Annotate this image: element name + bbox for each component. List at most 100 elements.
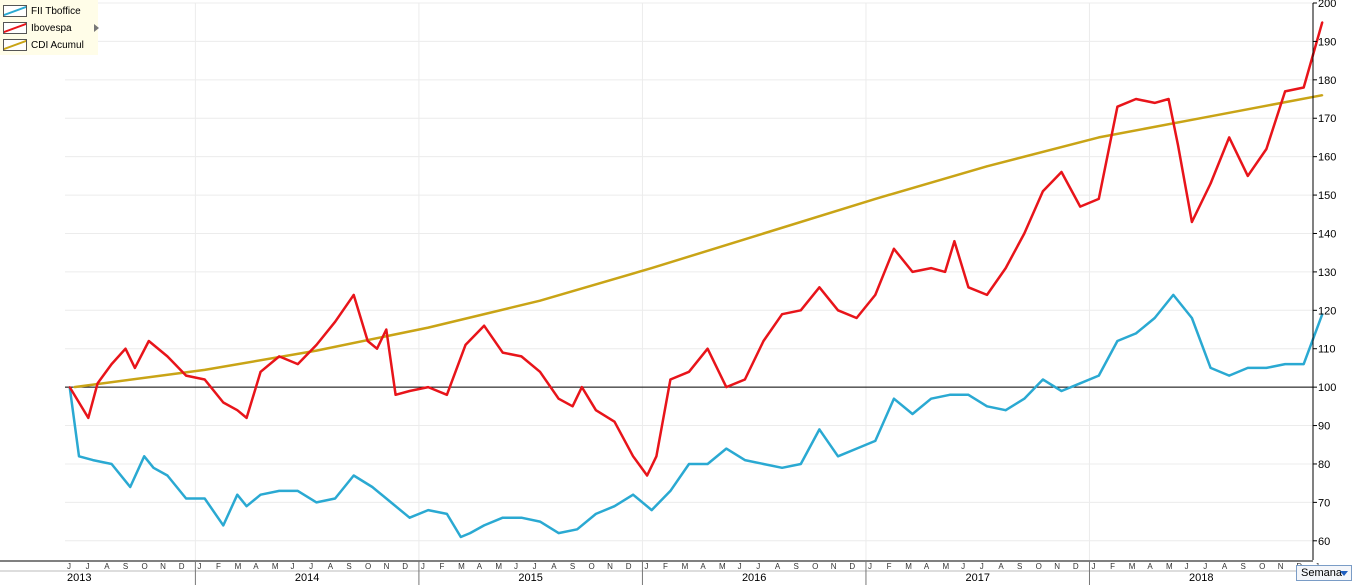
month-tick-label: N (1054, 562, 1060, 571)
data-point (376, 347, 378, 350)
legend-label: Ibovespa (31, 22, 72, 34)
data-point (1190, 317, 1193, 319)
y-tick-label: 70 (1318, 497, 1330, 509)
y-tick-label: 170 (1318, 113, 1336, 125)
data-point (394, 393, 397, 396)
series-line (74, 93, 1323, 389)
data-point (1246, 366, 1249, 369)
data-point (706, 347, 709, 350)
month-tick-label: N (1278, 562, 1284, 571)
data-point (91, 459, 94, 462)
data-point (152, 466, 155, 469)
data-point (557, 532, 560, 535)
data-point (743, 378, 746, 381)
legend-item-ibovespa[interactable]: Ibovespa (3, 20, 72, 36)
month-tick-label: A (924, 562, 930, 571)
data-point (185, 374, 188, 377)
y-tick-label: 120 (1318, 305, 1336, 317)
data-point (632, 455, 635, 458)
month-tick-label: M (905, 562, 912, 571)
data-point (501, 516, 504, 519)
data-point (1023, 397, 1026, 400)
y-tick-label: 80 (1318, 459, 1330, 471)
legend-item-cdi-acumul[interactable]: CDI Acumul (3, 37, 84, 53)
month-tick-label: A (477, 562, 483, 571)
data-point (222, 401, 225, 404)
data-point (1284, 90, 1287, 93)
expand-arrow-icon[interactable] (94, 24, 99, 32)
month-tick-label: J (309, 562, 313, 571)
month-tick-label: A (253, 562, 259, 571)
y-tick-label: 180 (1318, 75, 1336, 87)
data-point (580, 386, 583, 389)
month-tick-label: A (1147, 562, 1153, 571)
month-tick-label: F (1110, 562, 1115, 571)
month-tick-label: J (1185, 562, 1189, 571)
data-point (557, 397, 560, 400)
data-point (818, 286, 821, 289)
data-point (459, 536, 462, 538)
month-tick-label: M (1129, 562, 1136, 571)
data-point (1079, 382, 1082, 385)
month-tick-label: J (514, 562, 518, 571)
data-point (203, 368, 206, 371)
data-point (124, 347, 127, 350)
data-point (1265, 366, 1268, 369)
data-point (1321, 94, 1324, 97)
month-tick-label: J (86, 562, 90, 571)
month-tick-label: S (793, 562, 798, 571)
data-point (576, 528, 579, 531)
data-point (762, 340, 765, 342)
data-point (874, 439, 877, 442)
data-point (334, 497, 337, 500)
data-point (203, 497, 206, 500)
month-tick-label: D (626, 562, 632, 571)
data-point (818, 428, 821, 431)
month-tick-label: F (887, 562, 892, 571)
data-point (166, 355, 169, 358)
month-tick-label: M (495, 562, 502, 571)
data-point (594, 409, 597, 412)
data-point (366, 340, 369, 342)
month-tick-label: J (533, 562, 537, 571)
chevron-down-icon (1340, 571, 1348, 576)
period-select[interactable]: Semana (1296, 565, 1352, 581)
data-point (1153, 101, 1156, 104)
data-point (483, 324, 486, 327)
data-point (501, 351, 504, 354)
data-point (1116, 340, 1119, 342)
data-point (87, 416, 90, 419)
legend-item-fii-tboffice[interactable]: FII Tboffice (3, 3, 81, 19)
legend-label: CDI Acumul (31, 39, 84, 51)
month-tick-label: A (1222, 562, 1228, 571)
data-point (646, 474, 649, 477)
data-point (650, 267, 653, 270)
data-point (930, 267, 933, 270)
month-tick-label: A (775, 562, 781, 571)
legend: FII Tboffice Ibovespa CDI Acumul (0, 0, 99, 55)
data-point (986, 165, 988, 168)
month-tick-label: J (868, 562, 872, 571)
data-point (781, 466, 784, 469)
data-point (613, 505, 616, 508)
data-point (1228, 136, 1231, 139)
data-point (539, 299, 541, 302)
data-point (1190, 221, 1193, 223)
data-point (986, 293, 988, 296)
data-point (236, 409, 239, 412)
data-point (1209, 115, 1212, 118)
data-point (539, 370, 541, 373)
data-point (520, 516, 523, 519)
data-point (986, 405, 988, 408)
data-point (799, 309, 802, 312)
data-point (874, 293, 877, 296)
y-tick-label: 100 (1318, 382, 1336, 394)
y-axis: 200 190 180 170 160 150 140 130 120 110 100 90 80 70 6… (1312, 0, 1336, 560)
month-tick-label: J (738, 562, 742, 571)
data-point (133, 366, 136, 369)
data-point (445, 512, 448, 515)
data-point (385, 328, 388, 331)
data-point (1177, 144, 1179, 147)
data-point (1153, 317, 1156, 319)
data-point (1097, 374, 1100, 377)
